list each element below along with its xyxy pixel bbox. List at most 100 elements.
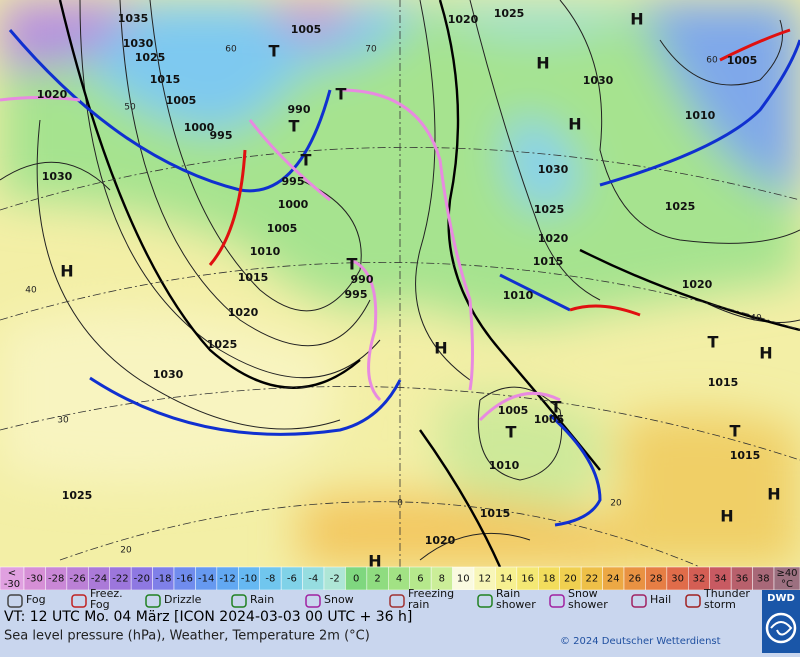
scale-value: 2 (374, 574, 380, 585)
weather-legend-label: Fog (90, 598, 110, 611)
isobar-label: 1020 (538, 232, 569, 245)
legend-background (0, 590, 762, 653)
isobar-label: 1015 (708, 376, 739, 389)
isobar-label: 1015 (238, 271, 269, 284)
weather-icon (71, 594, 87, 608)
graticule (0, 0, 800, 568)
pressure-center: T (336, 85, 347, 104)
weather-icon (685, 594, 701, 608)
isobar-label: 1000 (278, 198, 309, 211)
pressure-center: T (269, 42, 280, 61)
pressure-center: H (368, 552, 381, 571)
pressure-center: H (720, 507, 733, 526)
scale-value: 38 (757, 574, 770, 585)
temperature-scale: <-30 -30 -28 -26 -24 -22 -20 -18 -16 -14 -12 -10 -8-… (0, 566, 800, 591)
scale-value: 24 (607, 574, 620, 585)
dwd-logo: DWD (762, 590, 800, 653)
isobar-label: 995 (282, 175, 305, 188)
isobar-label: 990 (288, 103, 311, 116)
weather-icon (477, 594, 493, 608)
scale-value: -20 (134, 574, 150, 585)
grid-label: 20 (120, 546, 132, 556)
isobar-label: 1010 (685, 109, 716, 122)
isobar-label: 1005 (166, 94, 197, 107)
isobar-label: 1005 (498, 404, 529, 417)
grid-label: 40 (750, 314, 762, 324)
pressure-center: T (506, 423, 517, 442)
pressure-center: T (708, 333, 719, 352)
isobar-label: 1005 (534, 413, 565, 426)
scale-value: 12 (478, 574, 491, 585)
scale-value: -8 (265, 574, 275, 585)
pressure-center: H (767, 485, 780, 504)
scale-value: -22 (112, 574, 128, 585)
weather-legend-label: Fog (26, 593, 46, 606)
pressure-center: T (551, 398, 562, 417)
weather-icon (305, 594, 321, 608)
isobar-label: 1030 (538, 163, 569, 176)
scale-value: 36 (735, 574, 748, 585)
scale-value: 14 (500, 574, 513, 585)
isobar-label: 1025 (62, 489, 93, 502)
scale-value: 0 (353, 574, 359, 585)
description: Sea level pressure (hPa), Weather, Tempe… (4, 629, 370, 644)
pressure-center: H (536, 54, 549, 73)
isobar-label: 990 (351, 273, 374, 286)
scale-low-symbol: < (8, 568, 16, 579)
grid-label: 40 (25, 286, 37, 296)
isobar-label: 1030 (123, 37, 154, 50)
grid-label: 50 (124, 103, 136, 113)
scale-high-value: ≥40 (776, 568, 797, 579)
weather-legend-label: Snow (568, 587, 598, 600)
weather-legend-label: storm (704, 598, 736, 611)
isobar-label: 1035 (118, 12, 149, 25)
isobar-label: 1025 (494, 7, 525, 20)
isobar-label: 1010 (250, 245, 281, 258)
isobar-label: 1030 (153, 368, 184, 381)
isobars (0, 0, 800, 561)
pressure-center: H (60, 262, 73, 281)
scale-low-value: -30 (4, 579, 20, 590)
weather-legend-label: Hail (650, 593, 671, 606)
copyright: © 2024 Deutscher Wetterdienst (560, 636, 721, 647)
isobar-label: 1020 (448, 13, 479, 26)
isobar-label: 1020 (425, 534, 456, 547)
isobar-label: 1025 (665, 200, 696, 213)
pressure-center: T (289, 117, 300, 136)
grid-label: 70 (365, 45, 377, 55)
weather-legend-label: shower (496, 598, 536, 611)
weather-legend-label: Rain (496, 587, 520, 600)
weather-icon (231, 594, 247, 608)
weather-legend-label: Thunder (703, 587, 750, 600)
logo-text: DWD (767, 593, 795, 604)
weather-legend-label: Freezing (408, 587, 454, 600)
grid-label: 20 (610, 499, 622, 509)
isobar-label: 1030 (583, 74, 614, 87)
isobar-label: 1020 (37, 88, 68, 101)
weather-legend-label: Snow (324, 593, 354, 606)
grid-label: 60 (706, 56, 718, 66)
isobar-label: 1025 (207, 338, 238, 351)
isobar-label: 1015 (150, 73, 181, 86)
weather-legend-label: Rain (250, 593, 274, 606)
scale-value: -24 (91, 574, 107, 585)
pressure-center: H (759, 344, 772, 363)
pressure-center: H (568, 115, 581, 134)
pressure-center: H (434, 339, 447, 358)
weather-legend-label: rain (408, 598, 429, 611)
isobar-label: 1025 (135, 51, 166, 64)
isobar-label: 1005 (267, 222, 298, 235)
isobar-label: 1010 (503, 289, 534, 302)
weather-legend: Fog Freez.Fog Drizzle Rain Snow FreezingrainR… (7, 587, 750, 611)
scale-value: 18 (543, 574, 556, 585)
scale-value: -18 (155, 574, 171, 585)
scale-value: -28 (48, 574, 64, 585)
weather-legend-label: shower (568, 598, 608, 611)
isobar-label: 1005 (291, 23, 322, 36)
isobar-label: 1015 (730, 449, 761, 462)
scale-value: -4 (308, 574, 318, 585)
scale-value: 34 (714, 574, 727, 585)
isobar-label: 1025 (534, 203, 565, 216)
